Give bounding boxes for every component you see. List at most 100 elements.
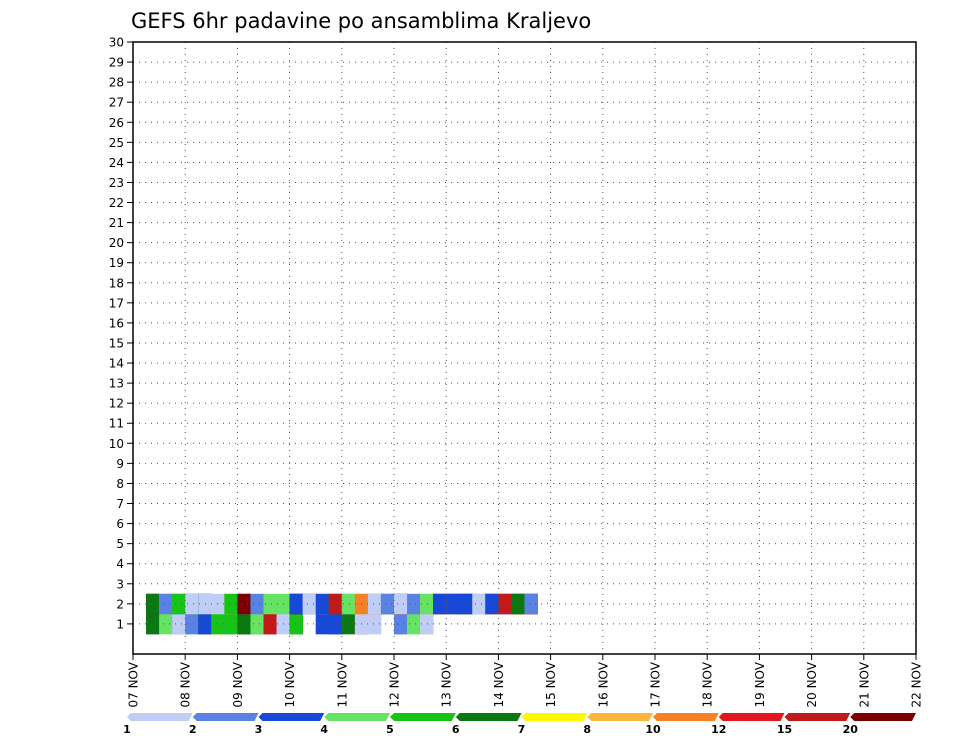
heatmap-cell [159,593,173,615]
heatmap-cell [367,613,382,635]
heatmap-cell [211,613,225,635]
legend-tick-label: 4 [320,723,328,736]
legend-tick-label: 15 [777,723,792,736]
y-tick-label: 26 [109,116,124,130]
heatmap-cell [459,593,473,615]
x-tick-label: 20 NOV [805,661,819,707]
heatmap-cell [394,593,408,615]
heatmap-cell [380,593,395,615]
legend-tick-label: 1 [123,723,131,736]
heatmap-cell [159,613,173,635]
legend-tick-label: 7 [518,723,526,736]
legend-swatch [653,713,719,721]
legend-tick-label: 12 [711,723,726,736]
plot-frame [132,41,917,655]
legend-swatch [192,713,259,721]
legend-swatch [258,713,325,721]
heatmap-cell [407,613,421,635]
legend-swatch [324,713,390,721]
y-tick-label: 18 [109,276,124,290]
heatmap-cell [315,613,330,635]
x-tick-label: 15 NOV [544,661,558,707]
heatmap-cell [146,593,160,615]
y-tick-label: 15 [109,336,124,350]
y-tick-label: 13 [109,377,124,391]
heatmap-cell [315,593,330,615]
heatmap-cell [172,613,186,635]
x-tick-label: 19 NOV [753,661,767,707]
legend-swatch [850,713,916,721]
y-tick-label: 23 [109,176,124,190]
heatmap-cell [485,593,499,615]
heatmap-cell [524,593,538,615]
y-tick-label: 5 [116,537,124,551]
y-tick-label: 22 [109,196,124,210]
x-tick-label: 10 NOV [283,661,297,707]
heatmap-cell [237,613,251,635]
heatmap-cell [367,593,382,615]
x-tick-label: 08 NOV [179,661,193,707]
heatmap-cell [472,593,486,615]
heatmap-cell [302,593,317,615]
y-tick-label: 19 [109,256,124,270]
heatmap-cell [341,593,356,615]
x-tick-label: 12 NOV [388,661,402,707]
heatmap-cell [237,593,251,615]
heatmap-cell [420,613,434,635]
y-tick-label: 28 [109,76,124,90]
x-tick-label: 09 NOV [231,661,245,707]
heatmap-cell [146,613,160,635]
y-tick-label: 11 [109,417,124,431]
heatmap-cell [289,613,304,635]
y-tick-label: 30 [109,36,124,50]
heatmap-cell [394,613,408,635]
chart-title: GEFS 6hr padavine po ansamblima Kraljevo [131,9,591,33]
y-tick-label: 7 [116,497,124,511]
heatmap-cell [446,593,460,615]
y-tick-label: 27 [109,96,124,110]
heatmap-cell [185,593,199,615]
x-tick-label: 22 NOV [910,661,924,707]
heatmap-cell [511,593,525,615]
y-tick-label: 14 [109,357,124,371]
y-tick-label: 20 [109,236,124,250]
heatmap-cell [420,593,434,615]
legend-tick-label: 3 [255,723,263,736]
heatmap-cells [146,593,538,635]
y-tick-label: 6 [116,517,124,531]
heatmap-cell [341,613,356,635]
x-tick-label: 16 NOV [596,661,610,707]
x-tick-label: 21 NOV [857,661,871,707]
legend-swatch [718,713,785,721]
heatmap-cell [250,613,264,635]
heatmap-cell [328,593,343,615]
legend-tick-label: 5 [386,723,394,736]
x-tick-label: 11 NOV [335,661,349,707]
heatmap-cell [407,593,421,615]
legend-swatch [521,713,588,721]
color-legend: 1 2 3 4 5 6 7 8 10 12 15 20 [123,713,916,736]
heatmap-cell [224,593,238,615]
legend-tick-label: 20 [843,723,859,736]
legend-swatch [127,713,193,721]
x-tick-label: 17 NOV [649,661,663,707]
heatmap-cell [328,613,343,635]
heatmap-cell [263,613,277,635]
heatmap-cell [172,593,186,615]
y-tick-label: 16 [109,316,124,330]
heatmap-cell [185,613,199,635]
x-tick-label: 18 NOV [701,661,715,707]
y-tick-label: 4 [116,557,124,571]
y-tick-label: 21 [109,216,124,230]
heatmap-cell [198,593,212,615]
y-tick-label: 1 [116,617,124,631]
y-tick-label: 17 [109,296,124,310]
x-tick-label: 14 NOV [492,661,506,707]
y-tick-label: 12 [109,397,124,411]
legend-swatch [784,713,851,721]
y-tick-label: 8 [116,477,124,491]
heatmap-cell [263,593,277,615]
heatmap-cell [211,593,225,615]
y-tick-label: 24 [109,156,124,170]
